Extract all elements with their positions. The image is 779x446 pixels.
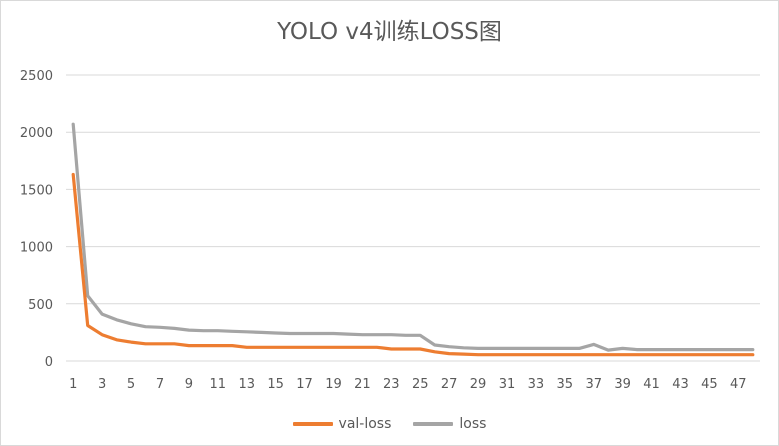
x-tick-label: 23 — [383, 377, 400, 392]
y-tick-label: 1500 — [20, 183, 53, 198]
x-tick-label: 33 — [528, 377, 545, 392]
x-tick-label: 35 — [557, 377, 574, 392]
x-tick-label: 1 — [69, 377, 77, 392]
x-tick-label: 7 — [156, 377, 164, 392]
y-tick-label: 1000 — [20, 241, 53, 256]
x-tick-label: 11 — [210, 377, 227, 392]
x-tick-label: 17 — [296, 377, 313, 392]
y-tick-label: 2500 — [20, 69, 53, 84]
x-tick-label: 37 — [585, 377, 602, 392]
chart-title: YOLO v4训练LOSS图 — [277, 19, 502, 45]
x-tick-label: 5 — [127, 377, 135, 392]
y-tick-label: 0 — [45, 355, 53, 370]
series-line-loss — [71, 122, 755, 352]
legend-label-val-loss: val-loss — [338, 416, 392, 432]
x-tick-label: 29 — [470, 377, 487, 392]
x-tick-label: 19 — [325, 377, 342, 392]
legend-swatch-val-loss — [292, 422, 333, 426]
x-tick-label: 47 — [730, 377, 747, 392]
x-tick-label: 21 — [354, 377, 371, 392]
x-tick-label: 15 — [267, 377, 284, 392]
x-tick-label: 3 — [98, 377, 106, 392]
x-tick-label: 25 — [412, 377, 429, 392]
x-tick-label: 27 — [441, 377, 458, 392]
x-tick-label: 39 — [614, 377, 631, 392]
legend-swatch-loss — [413, 422, 454, 426]
legend-item-val-loss: val-loss — [292, 416, 392, 432]
legend-label-loss: loss — [459, 416, 487, 432]
x-tick-label: 43 — [672, 377, 689, 392]
legend: val-loss loss — [0, 416, 779, 432]
x-tick-label: 41 — [643, 377, 660, 392]
x-tick-label: 45 — [701, 377, 718, 392]
series-line-val-loss — [71, 172, 755, 357]
x-tick-label: 31 — [499, 377, 516, 392]
y-tick-label: 500 — [28, 298, 53, 313]
legend-item-loss: loss — [413, 416, 486, 432]
x-tick-label: 9 — [185, 377, 193, 392]
y-tick-label: 2000 — [20, 126, 53, 141]
x-tick-label: 13 — [238, 377, 255, 392]
